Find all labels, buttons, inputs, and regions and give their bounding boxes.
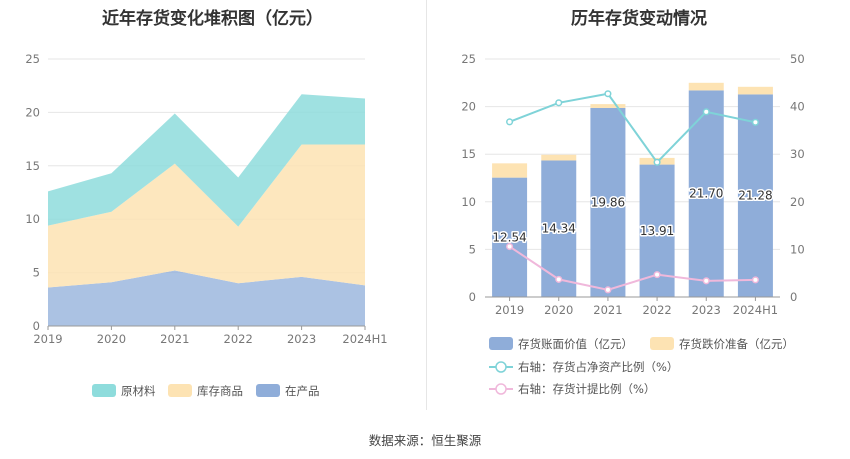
line-point-1 bbox=[653, 271, 661, 279]
bar-value-label: 12.54 bbox=[492, 230, 526, 244]
left-y-tick-label: 20 bbox=[25, 105, 40, 119]
right-y-tick-label: 5 bbox=[469, 242, 476, 256]
line-point-0 bbox=[555, 99, 563, 107]
right-legend-label: 存货跌价准备（亿元） bbox=[679, 337, 794, 351]
bar-value-label: 14.34 bbox=[542, 222, 576, 236]
bar-value-label: 21.70 bbox=[689, 187, 723, 201]
bar-book-value bbox=[541, 160, 577, 297]
right-legend-swatch bbox=[489, 337, 513, 350]
right-y2-tick-label: 0 bbox=[790, 290, 797, 304]
line-point-1 bbox=[751, 276, 759, 284]
line-point-0 bbox=[653, 158, 661, 166]
bar-impairment bbox=[737, 86, 773, 95]
bar-book-value bbox=[590, 107, 626, 297]
right-y-tick-label: 25 bbox=[461, 52, 476, 66]
left-x-tick-label: 2023 bbox=[287, 332, 316, 346]
right-legend-line-marker bbox=[495, 361, 507, 373]
right-y2-tick-label: 40 bbox=[790, 100, 805, 114]
data-source: 数据来源：恒生聚源 bbox=[368, 433, 482, 448]
line-point-1 bbox=[506, 242, 514, 251]
right-legend-line-marker bbox=[495, 383, 507, 395]
bar-book-value bbox=[492, 177, 528, 297]
line-point-1 bbox=[555, 275, 563, 283]
bar-value-label: 19.86 bbox=[591, 195, 625, 209]
bar-value-label: 21.28 bbox=[738, 189, 772, 203]
left-y-tick-label: 15 bbox=[25, 159, 40, 173]
right-x-tick-label: 2020 bbox=[544, 303, 573, 317]
panel-divider bbox=[426, 0, 427, 410]
right-x-tick-label: 2022 bbox=[642, 303, 671, 317]
right-y2-tick-label: 50 bbox=[790, 52, 805, 66]
right-chart-title: 历年存货变动情况 bbox=[571, 9, 707, 29]
right-x-tick-label: 2024H1 bbox=[733, 303, 778, 317]
right-legend-swatch bbox=[650, 337, 674, 350]
left-y-tick-label: 10 bbox=[25, 212, 40, 226]
left-legend-label: 在产品 bbox=[285, 384, 320, 398]
left-legend-label: 原材料 bbox=[121, 384, 156, 398]
bar-value-label: 13.91 bbox=[640, 224, 674, 238]
left-x-tick-label: 2019 bbox=[33, 332, 62, 346]
area-series-0 bbox=[48, 270, 365, 326]
right-x-tick-label: 2021 bbox=[593, 303, 622, 317]
right-y-tick-label: 10 bbox=[461, 195, 476, 209]
left-legend-label: 库存商品 bbox=[197, 384, 243, 398]
left-legend-swatch bbox=[92, 384, 116, 397]
bar-impairment bbox=[541, 154, 577, 161]
left-y-tick-label: 25 bbox=[25, 52, 40, 66]
left-x-tick-label: 2020 bbox=[97, 332, 126, 346]
right-x-tick-label: 2019 bbox=[495, 303, 524, 317]
line-series-0 bbox=[509, 92, 756, 164]
right-y-tick-label: 15 bbox=[461, 147, 476, 161]
left-y-tick-label: 0 bbox=[33, 319, 40, 333]
line-point-0 bbox=[702, 108, 710, 116]
bar-impairment bbox=[492, 163, 528, 178]
right-legend-label: 存货账面价值（亿元） bbox=[518, 337, 633, 351]
right-legend-label: 右轴：存货计提比例（%） bbox=[518, 382, 655, 396]
line-point-0 bbox=[604, 90, 612, 98]
bar-impairment bbox=[590, 104, 626, 108]
left-x-tick-label: 2021 bbox=[160, 332, 189, 346]
left-x-tick-label: 2024H1 bbox=[342, 332, 387, 346]
right-y2-tick-label: 10 bbox=[790, 242, 805, 256]
line-point-0 bbox=[506, 118, 514, 126]
right-legend-label: 右轴：存货占净资产比例（%） bbox=[518, 360, 678, 374]
right-x-tick-label: 2023 bbox=[692, 303, 721, 317]
right-y2-tick-label: 30 bbox=[790, 147, 805, 161]
right-y-tick-label: 20 bbox=[461, 100, 476, 114]
left-chart-title: 近年存货变化堆积图（亿元） bbox=[102, 9, 323, 29]
area-series-2 bbox=[48, 94, 365, 227]
line-series-1 bbox=[509, 245, 756, 291]
bar-book-value bbox=[737, 94, 773, 297]
area-series-1 bbox=[48, 144, 365, 288]
left-y-tick-label: 5 bbox=[33, 266, 40, 280]
left-legend-swatch bbox=[256, 384, 280, 397]
line-point-1 bbox=[702, 277, 710, 285]
right-y2-tick-label: 20 bbox=[790, 195, 805, 209]
bar-impairment bbox=[688, 82, 724, 91]
right-y-tick-label: 0 bbox=[469, 290, 476, 304]
line-point-1 bbox=[604, 286, 612, 294]
line-point-0 bbox=[751, 118, 759, 126]
left-x-tick-label: 2022 bbox=[224, 332, 253, 346]
left-legend-swatch bbox=[168, 384, 192, 397]
